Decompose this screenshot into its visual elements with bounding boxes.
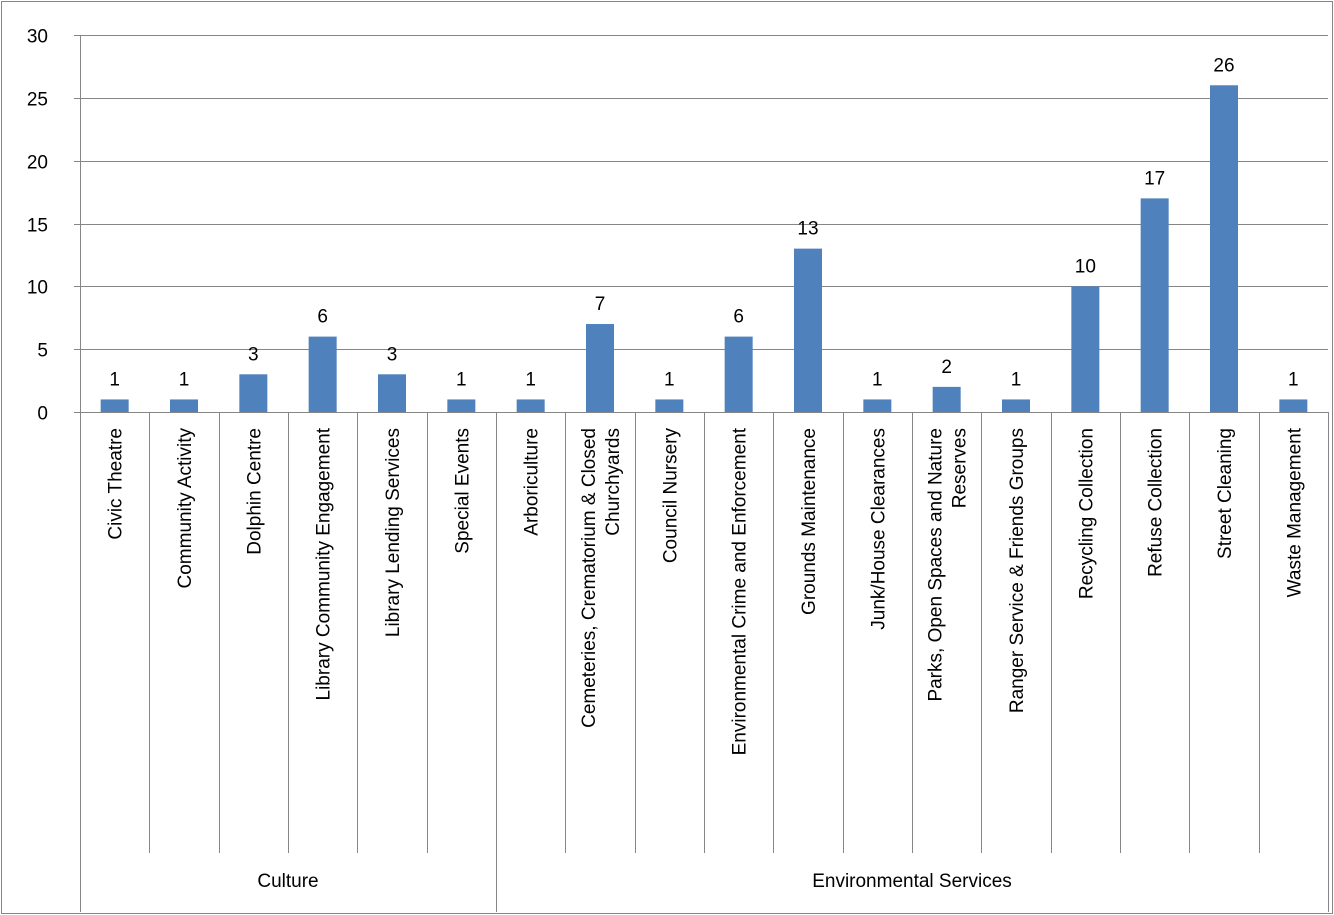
data-label: 13 <box>797 219 818 240</box>
bar <box>100 399 129 412</box>
category-label: Environmental Crime and Enforcement <box>730 427 751 755</box>
data-label: 1 <box>1011 369 1022 390</box>
bar <box>1140 198 1169 412</box>
bar <box>447 399 476 412</box>
data-label: 6 <box>733 307 744 328</box>
data-label: 3 <box>248 344 259 365</box>
data-label: 1 <box>525 369 536 390</box>
category-label: Recycling Collection <box>1076 428 1097 599</box>
category-label: Arboriculture <box>522 428 543 536</box>
y-tick-label: 20 <box>27 153 48 174</box>
category-label: Ranger Service & Friends Groups <box>1007 428 1028 713</box>
bar <box>586 324 614 412</box>
y-tick-label: 5 <box>37 341 48 362</box>
y-tick-label: 0 <box>37 404 48 425</box>
data-label: 3 <box>387 344 398 365</box>
data-label: 2 <box>941 357 952 378</box>
bar <box>170 399 198 412</box>
bar <box>516 399 545 412</box>
data-label: 1 <box>1288 369 1299 390</box>
category-label: Street Cleaning <box>1215 428 1236 559</box>
data-label: 1 <box>456 369 467 390</box>
group-label: Environmental Services <box>812 871 1012 892</box>
category-label: Junk/House Clearances <box>868 428 889 630</box>
bar <box>1279 399 1308 412</box>
category-label: Refuse Collection <box>1146 428 1167 577</box>
y-tick-label: 25 <box>27 90 48 111</box>
bar <box>378 374 406 412</box>
y-tick-label: 30 <box>27 27 48 48</box>
y-tick-label: 10 <box>27 278 48 299</box>
category-label: Waste Management <box>1284 427 1305 597</box>
data-label: 1 <box>872 369 883 390</box>
bar <box>794 248 822 412</box>
data-label: 6 <box>317 307 328 328</box>
bar <box>1071 286 1100 412</box>
group-label: Culture <box>257 871 318 892</box>
bar <box>932 386 961 412</box>
category-label: Special Events <box>452 428 473 554</box>
bar <box>863 399 892 412</box>
category-label: Dolphin Centre <box>244 428 265 555</box>
category-label: Grounds Maintenance <box>799 428 820 615</box>
category-label: Reserves <box>950 428 971 508</box>
data-label: 1 <box>179 369 190 390</box>
category-label: Community Activity <box>175 428 196 589</box>
category-label: Churchyards <box>603 428 624 536</box>
bar <box>308 336 337 412</box>
y-tick-label: 15 <box>27 216 48 237</box>
category-label: Library Lending Services <box>383 428 404 637</box>
category-label: Library Community Engagement <box>314 427 335 700</box>
data-label: 17 <box>1144 168 1165 189</box>
bar <box>1210 85 1238 413</box>
bar <box>655 399 684 412</box>
bar <box>239 374 268 412</box>
bar <box>1002 399 1030 412</box>
data-label: 1 <box>109 369 120 390</box>
data-label: 26 <box>1213 55 1234 76</box>
bar <box>724 336 753 412</box>
category-label: Cemeteries, Crematorium & Closed <box>579 428 600 728</box>
category-label: Council Nursery <box>660 428 681 564</box>
data-label: 10 <box>1075 256 1096 277</box>
data-label: 7 <box>595 294 606 315</box>
category-label: Parks, Open Spaces and Nature <box>926 428 947 702</box>
data-label: 1 <box>664 369 675 390</box>
category-label: Civic Theatre <box>106 428 127 540</box>
